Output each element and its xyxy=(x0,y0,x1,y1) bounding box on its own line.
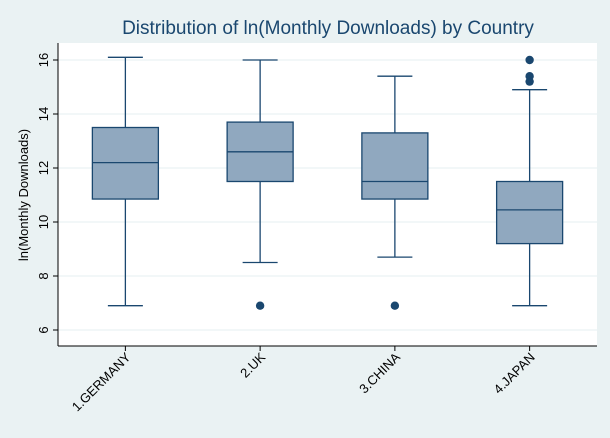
x-tick-label: 4.JAPAN xyxy=(491,350,538,397)
y-axis: 6 8 10 12 14 16 xyxy=(36,43,59,346)
box-group xyxy=(495,55,564,307)
y-axis-label: ln(Monthly Downloads) xyxy=(16,129,31,261)
box-group xyxy=(361,75,429,310)
box xyxy=(361,132,429,200)
box-group xyxy=(226,59,294,310)
x-tick-label: 3.CHINA xyxy=(356,349,403,396)
y-tick-label: 14 xyxy=(36,107,51,121)
x-axis: 1.GERMANY 2.UK 3.CHINA 4.JAPAN xyxy=(58,345,597,414)
box xyxy=(495,180,564,245)
boxes xyxy=(91,55,564,310)
y-tick-label: 12 xyxy=(36,161,51,175)
outlier-point xyxy=(255,301,265,310)
outlier-point xyxy=(525,55,534,65)
x-tick-label: 2.UK xyxy=(237,349,268,380)
chart-title: Distribution of ln(Monthly Downloads) by… xyxy=(122,18,534,39)
outlier-point xyxy=(390,301,400,310)
x-tick-label: 1.GERMANY xyxy=(69,349,134,414)
box xyxy=(91,126,160,200)
y-tick-label: 6 xyxy=(36,326,51,333)
y-tick-label: 10 xyxy=(36,215,51,229)
outlier-point xyxy=(525,72,534,81)
y-tick-label: 8 xyxy=(36,272,51,279)
box-group xyxy=(91,56,160,307)
y-tick-label: 16 xyxy=(36,53,51,67)
